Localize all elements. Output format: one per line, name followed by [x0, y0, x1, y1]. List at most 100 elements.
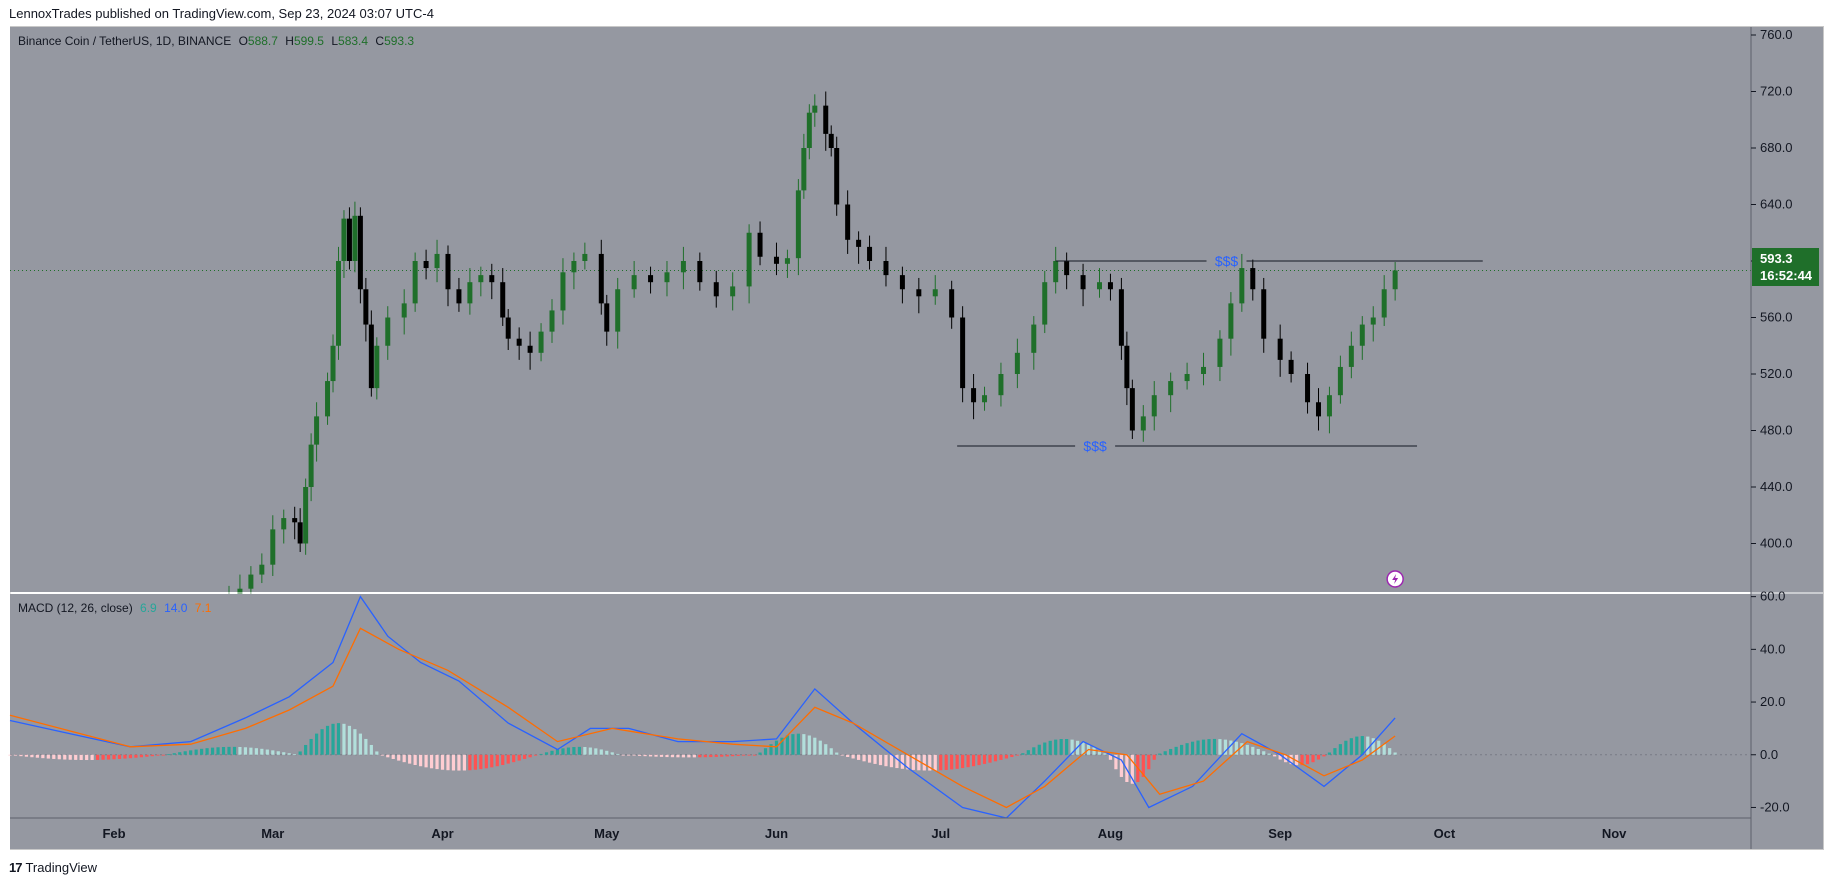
- macd-histogram-bar: [785, 735, 790, 755]
- macd-histogram-bar: [358, 733, 362, 755]
- candle-body: [549, 310, 555, 332]
- macd-histogram-bar: [369, 744, 373, 755]
- candle-body: [680, 261, 686, 273]
- macd-histogram-bar: [364, 738, 368, 755]
- macd-histogram-bar: [19, 754, 23, 757]
- candle-body: [1201, 366, 1207, 374]
- candle-body: [916, 289, 922, 297]
- macd-histogram-bar: [397, 754, 401, 761]
- tradingview-logo-icon: 17: [9, 860, 23, 875]
- macd-histogram-bar: [347, 725, 352, 755]
- macd-histogram-bar: [659, 754, 664, 757]
- macd-histogram-bar: [605, 750, 609, 755]
- macd-histogram-bar: [769, 744, 773, 755]
- macd-histogram-bar: [1158, 753, 1162, 755]
- macd-histogram-bar: [610, 752, 614, 755]
- macd-histogram-bar: [429, 754, 434, 769]
- macd-histogram-bar: [304, 744, 308, 755]
- time-tick-label: Mar: [261, 826, 284, 841]
- candle-body: [834, 148, 840, 205]
- macd-histogram-bar: [200, 748, 204, 755]
- candle-body: [1239, 268, 1245, 304]
- macd-histogram-bar: [46, 754, 50, 759]
- macd-histogram-bar: [982, 754, 987, 764]
- candle-countdown: 16:52:44: [1760, 268, 1813, 283]
- candle-body: [773, 256, 779, 264]
- candle-body: [949, 289, 955, 318]
- macd-histogram-bar: [1092, 747, 1096, 755]
- macd-histogram-bar: [1026, 750, 1030, 755]
- macd-histogram-bar: [878, 754, 883, 766]
- macd-histogram-bar: [1366, 736, 1370, 755]
- macd-histogram-bar: [1273, 754, 1277, 757]
- candle-body: [812, 105, 818, 113]
- macd-histogram-bar: [468, 754, 472, 771]
- macd-histogram-bar: [139, 754, 143, 758]
- macd-histogram-bar: [254, 748, 258, 755]
- macd-histogram-bar: [731, 754, 735, 757]
- macd-histogram-bar: [408, 754, 412, 764]
- macd-histogram-bar: [424, 754, 428, 768]
- macd-histogram-bar: [205, 748, 209, 755]
- macd-histogram-bar: [501, 754, 505, 765]
- macd-histogram-bar: [638, 754, 642, 756]
- macd-histogram-bar: [807, 735, 811, 755]
- macd-histogram-bar: [939, 754, 943, 771]
- candle-body: [259, 564, 265, 575]
- candle-body: [998, 374, 1004, 396]
- macd-histogram-bar: [314, 733, 319, 755]
- macd-histogram-bar: [780, 737, 784, 755]
- candle-body: [697, 261, 703, 283]
- candle-body: [730, 286, 736, 297]
- time-tick-label: May: [594, 826, 620, 841]
- macd-histogram-bar: [63, 754, 67, 760]
- last-price-tag: 593.3 16:52:44: [1752, 248, 1819, 286]
- price-axis-bg: [1751, 27, 1823, 818]
- macd-pane: [8, 594, 1751, 819]
- candle-body: [352, 215, 358, 261]
- candle-body: [341, 218, 347, 261]
- macd-histogram-bar: [161, 754, 165, 756]
- candle-body: [757, 232, 763, 257]
- time-tick-label: Feb: [102, 826, 125, 841]
- macd-histogram-bar: [791, 734, 795, 755]
- candle-body: [823, 105, 829, 134]
- time-tick-label: Apr: [431, 826, 453, 841]
- time-tick-label: Sep: [1268, 826, 1292, 841]
- macd-histogram-bar: [183, 751, 187, 755]
- macd-histogram-bar: [1004, 754, 1009, 759]
- footer-brand[interactable]: 17 TradingView: [9, 860, 97, 875]
- macd-histogram-bar: [1305, 754, 1310, 765]
- candle-body: [582, 253, 588, 261]
- macd-histogram-bar: [802, 734, 806, 755]
- macd-histogram-bar: [583, 747, 587, 755]
- candle-body: [1140, 416, 1146, 431]
- candle-body: [615, 289, 621, 332]
- tradingview-brand: TradingView: [25, 860, 98, 875]
- macd-histogram-bar: [1196, 740, 1200, 755]
- macd-histogram-bar: [566, 747, 571, 755]
- candle-body: [1250, 268, 1256, 290]
- macd-histogram-bar: [145, 754, 149, 757]
- macd-histogram-bar: [999, 754, 1003, 760]
- macd-histogram-bar: [1245, 744, 1249, 755]
- high-key: H: [285, 34, 294, 48]
- price-tick-label: 760.0: [1760, 27, 1793, 42]
- macd-histogram-bar: [79, 754, 83, 760]
- candle-body: [297, 522, 303, 544]
- macd-histogram-bar: [758, 752, 762, 755]
- macd-histogram-bar: [380, 754, 384, 756]
- macd-histogram-bar: [386, 754, 390, 758]
- macd-histogram-bar: [555, 749, 560, 755]
- macd-histogram-bar: [353, 729, 357, 755]
- macd-histogram-bar: [599, 749, 603, 755]
- macd-histogram-bar: [1048, 740, 1052, 755]
- macd-histogram-bar: [1355, 736, 1359, 755]
- candle-body: [489, 275, 495, 283]
- candle-body: [292, 518, 298, 523]
- candle-body: [401, 303, 407, 318]
- macd-histogram-bar: [435, 754, 439, 770]
- macd-histogram-bar: [720, 754, 724, 757]
- candle-body: [571, 261, 577, 273]
